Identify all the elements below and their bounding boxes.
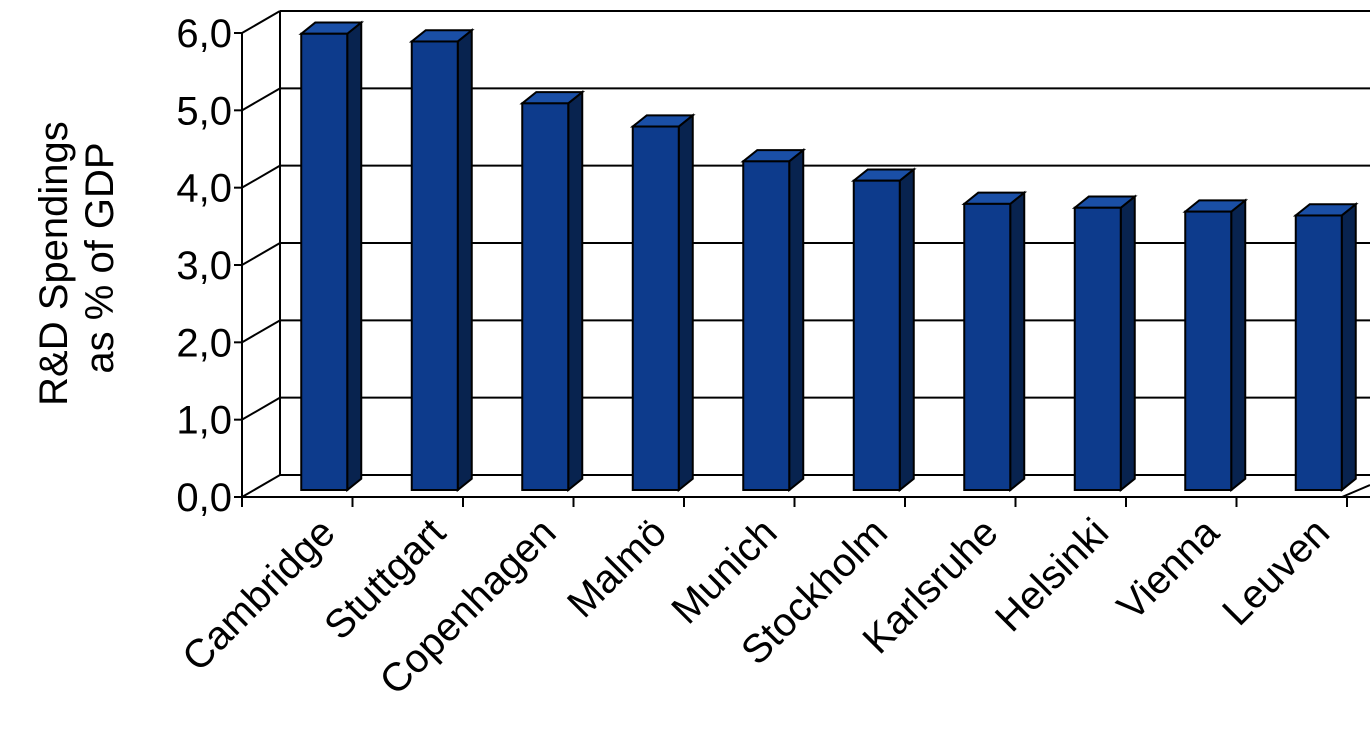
x-tick-label: Cambridge: [174, 510, 343, 679]
gridline-depth: [241, 319, 281, 344]
bar-front: [1073, 206, 1122, 491]
bar-stockholm: [850, 167, 917, 493]
bar-front: [963, 202, 1012, 491]
x-tick-label: Vienna: [1109, 510, 1228, 629]
bar-side: [788, 148, 805, 493]
bar-front: [1184, 210, 1233, 491]
y-tick-label: 1,0: [176, 399, 232, 443]
y-axis-title-line-2: as % of GDP: [78, 142, 122, 373]
gridline-depth: [241, 396, 281, 421]
x-tick-labels: CambridgeStuttgartCopenhagenMalmöMunichS…: [174, 510, 1338, 704]
bar-malmö: [629, 113, 696, 493]
x-tick-label: Helsinki: [987, 510, 1117, 640]
y-tick-label: 2,0: [176, 321, 232, 365]
x-tick-label: Leuven: [1214, 510, 1338, 634]
gridline-depth: [241, 242, 281, 266]
bar-front: [852, 179, 901, 492]
bar-vienna: [1182, 198, 1249, 493]
bar-side: [1230, 198, 1247, 493]
bar-stuttgart: [408, 28, 475, 493]
bar-side: [677, 113, 694, 493]
bar-karlsruhe: [961, 190, 1028, 493]
y-tick-labels: 0,0 1,0 2,0 3,0 4,0 5,0 6,0: [176, 12, 232, 520]
bar-front: [742, 160, 791, 491]
bar-side: [1009, 190, 1026, 493]
y-tick-label: 3,0: [176, 244, 232, 288]
bar-leuven: [1292, 202, 1359, 493]
x-tick-label: Malmö: [559, 510, 675, 626]
y-tick-label: 4,0: [176, 167, 232, 211]
gridline-depth: [241, 164, 281, 189]
bar-copenhagen: [519, 90, 586, 493]
bar-cambridge: [298, 20, 365, 493]
bar-front: [300, 32, 349, 491]
bar-side: [898, 167, 915, 493]
y-axis-title: R&D Spendings as % of GDP: [32, 110, 122, 406]
bar-munich: [740, 148, 807, 493]
bars: [298, 20, 1359, 493]
bar-side: [1119, 194, 1136, 493]
axes: [234, 11, 1370, 507]
bar-side: [346, 20, 363, 493]
bar-front: [521, 102, 570, 491]
bar-side: [1340, 202, 1357, 493]
y-tick-label: 6,0: [176, 12, 232, 56]
bar-side: [456, 28, 473, 493]
y-tick-label: 5,0: [176, 89, 232, 133]
gridline-depth: [241, 87, 281, 112]
bar-front: [1294, 214, 1343, 491]
bar-front: [631, 125, 680, 492]
y-axis-title-line-1: R&D Spendings: [32, 121, 76, 406]
gridline-depth: [241, 10, 281, 34]
y-tick-label: 0,0: [176, 476, 232, 520]
gridline-depth: [241, 474, 281, 498]
floor-right-edge: [1341, 484, 1370, 498]
bar-helsinki: [1071, 194, 1138, 493]
bar-front: [410, 40, 459, 491]
bar-side: [567, 90, 584, 493]
